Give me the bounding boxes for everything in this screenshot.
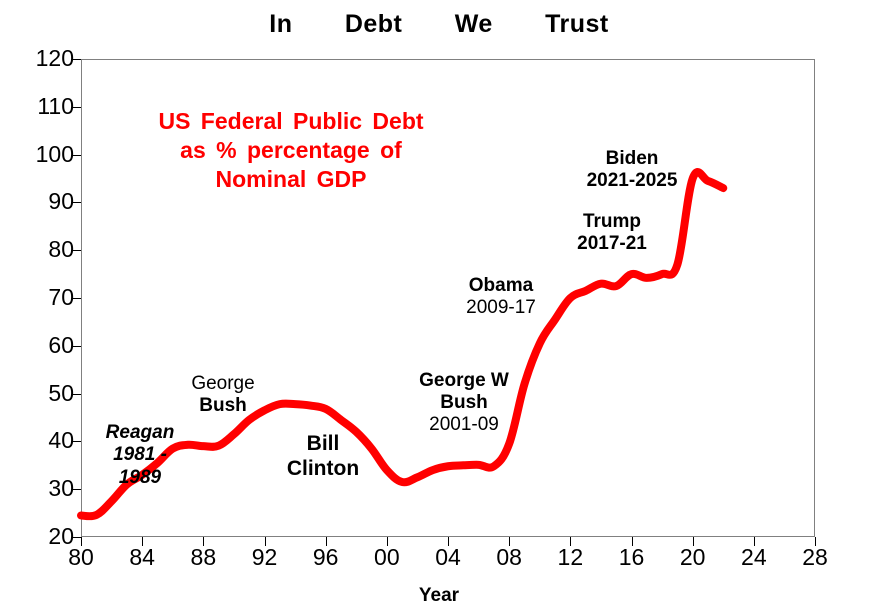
y-axis: 20 30 40 50 60 70 80 90 100 110 120 bbox=[14, 0, 74, 611]
annotation-biden: Biden 2021-2025 bbox=[586, 148, 678, 192]
y-tick-label: 80 bbox=[48, 236, 74, 263]
x-tick-label: 00 bbox=[374, 544, 400, 570]
x-tick-label: 08 bbox=[496, 544, 522, 570]
x-tick-mark bbox=[81, 537, 82, 546]
y-tick-label: 60 bbox=[48, 331, 74, 358]
x-tick-mark bbox=[509, 537, 511, 546]
x-tick-label: 84 bbox=[129, 544, 155, 570]
chart-caption: US Federal Public Debt as % percentage o… bbox=[158, 108, 424, 192]
annotation-george-w-bush-years: 2001-09 bbox=[429, 414, 499, 435]
y-tick-label: 40 bbox=[48, 427, 74, 454]
x-tick-label: 92 bbox=[251, 544, 278, 570]
y-tick-mark bbox=[71, 345, 81, 347]
x-tick-label: 24 bbox=[741, 544, 767, 570]
x-tick-label: 28 bbox=[802, 544, 828, 570]
x-tick-mark bbox=[448, 537, 449, 546]
x-tick-label: 96 bbox=[312, 544, 339, 570]
annotation-george-bush-name: George bbox=[191, 373, 255, 394]
annotation-reagan: Reagan 1981 - 1989 bbox=[105, 422, 175, 488]
x-tick-mark bbox=[386, 537, 388, 546]
y-tick-mark bbox=[71, 489, 81, 491]
y-tick-label: 30 bbox=[48, 475, 74, 502]
x-tick-mark bbox=[692, 537, 694, 546]
y-tick-label: 50 bbox=[48, 379, 74, 406]
x-tick-label: 20 bbox=[679, 544, 706, 570]
annotation-obama-years: 2009-17 bbox=[466, 297, 536, 318]
y-tick-label: 90 bbox=[48, 188, 74, 215]
annotation-george-bush-surname: Bush bbox=[199, 395, 247, 416]
x-tick-mark bbox=[570, 537, 572, 546]
x-tick-mark bbox=[264, 537, 266, 546]
x-tick-mark bbox=[142, 537, 144, 546]
x-tick-label: 16 bbox=[618, 544, 645, 570]
y-tick-mark bbox=[71, 106, 81, 108]
y-tick-label: 110 bbox=[37, 92, 74, 119]
annotation-george-w-bush-name: George W Bush bbox=[419, 370, 509, 414]
y-tick-label: 120 bbox=[35, 45, 74, 71]
y-tick-label: 20 bbox=[48, 523, 74, 549]
x-tick-label: 88 bbox=[190, 544, 217, 570]
x-tick-label: 12 bbox=[557, 544, 584, 570]
x-tick-mark bbox=[753, 537, 755, 546]
y-tick-mark bbox=[71, 537, 81, 538]
x-tick-mark bbox=[325, 537, 327, 546]
y-tick-label: 70 bbox=[48, 284, 74, 310]
x-tick-label: 04 bbox=[435, 544, 461, 570]
annotation-trump: Trump 2017-21 bbox=[577, 211, 647, 255]
y-tick-mark bbox=[71, 298, 81, 299]
x-tick-mark bbox=[815, 537, 816, 546]
y-tick-mark bbox=[71, 393, 81, 395]
y-tick-mark bbox=[71, 250, 81, 252]
y-tick-mark bbox=[71, 59, 81, 60]
annotation-obama-name: Obama bbox=[468, 275, 534, 296]
chart-title: In Debt We Trust bbox=[269, 10, 609, 38]
annotation-bill-clinton: Bill Clinton bbox=[286, 432, 360, 480]
y-tick-mark bbox=[71, 441, 81, 443]
y-tick-label: 100 bbox=[35, 140, 74, 167]
y-tick-mark bbox=[71, 154, 81, 156]
y-tick-mark bbox=[71, 202, 81, 204]
x-tick-label: 80 bbox=[68, 544, 94, 570]
x-axis-title: Year bbox=[418, 585, 460, 606]
x-tick-mark bbox=[631, 537, 633, 546]
x-tick-mark bbox=[203, 537, 205, 546]
